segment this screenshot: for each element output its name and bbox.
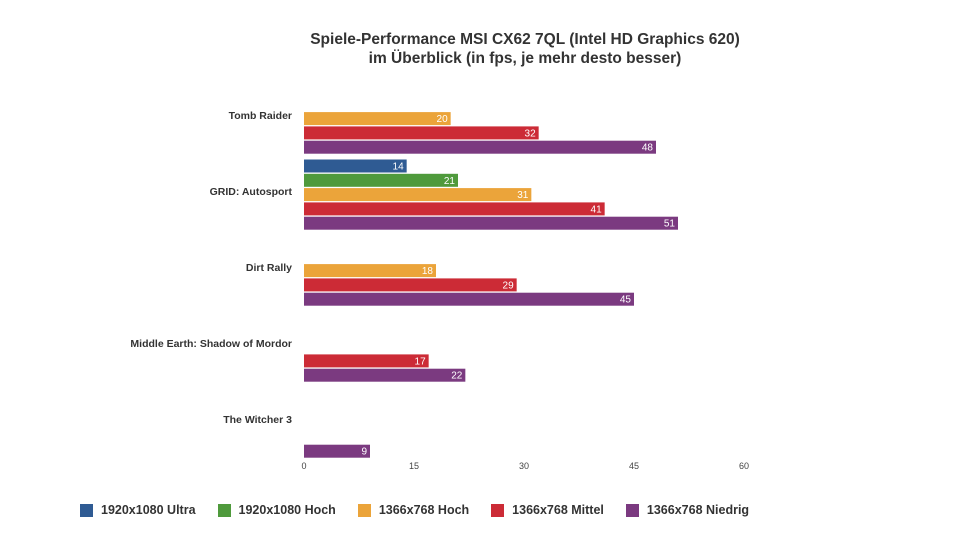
legend-item: 1920x1080 Hoch [217, 503, 336, 517]
category-label: Tomb Raider [229, 110, 292, 122]
bar [304, 368, 466, 382]
chart-subtitle: im Überblick (in fps, je mehr desto bess… [368, 50, 682, 67]
legend-label: 1366x768 Niedrig [646, 503, 750, 517]
bar-value-label: 48 [642, 143, 654, 154]
bar [304, 159, 407, 173]
bar-value-label: 31 [517, 190, 529, 201]
chart-title-line1: Spiele-Performance MSI CX62 7QL (Intel H… [310, 31, 740, 48]
x-tick-label: 45 [629, 461, 639, 471]
chart-title: Spiele-Performance MSI CX62 7QL (Intel H… [0, 30, 960, 68]
category-label: Dirt Rally [246, 262, 292, 274]
bar [304, 126, 539, 140]
legend-label: 1366x768 Hoch [378, 503, 470, 517]
category-label: Middle Earth: Shadow of Mordor [130, 338, 292, 350]
bar [304, 188, 532, 202]
x-tick-label: 30 [519, 461, 529, 471]
bar [304, 112, 451, 126]
bar [304, 444, 370, 458]
bar [304, 292, 634, 306]
bar [304, 216, 678, 230]
legend-item: 1366x768 Hoch [357, 503, 470, 517]
bar-value-label: 20 [437, 114, 449, 125]
bar-value-label: 18 [422, 266, 434, 277]
bar-value-label: 51 [664, 219, 676, 230]
legend-swatch [491, 503, 505, 517]
x-tick-label: 0 [301, 461, 306, 471]
bar [304, 173, 458, 187]
category-label: GRID: Autosport [210, 186, 293, 198]
legend-swatch [625, 503, 639, 517]
legend-swatch [357, 503, 371, 517]
category-label: The Witcher 3 [223, 414, 292, 426]
bar-value-label: 9 [361, 447, 367, 458]
bar-value-label: 32 [525, 128, 537, 139]
bar [304, 278, 517, 292]
x-tick-label: 15 [409, 461, 419, 471]
legend-label: 1920x1080 Hoch [238, 503, 336, 517]
chart-legend: 1920x1080 Ultra 1920x1080 Hoch 1366x768 Ho… [80, 502, 771, 518]
legend-item: 1366x768 Mittel [491, 503, 604, 517]
legend-label: 1366x768 Mittel [512, 503, 604, 517]
bar-value-label: 14 [393, 162, 405, 173]
x-tick-label: 60 [739, 461, 749, 471]
bar-value-label: 29 [503, 280, 515, 291]
legend-swatch [80, 503, 93, 517]
bar-value-label: 22 [451, 371, 463, 382]
bar [304, 264, 436, 278]
bar-chart: Tomb Raider 20 32 48 GRID: Autosport 14 21 31 41… [130, 110, 749, 471]
bar-value-label: 21 [444, 176, 456, 187]
bar [304, 202, 605, 216]
bar-value-label: 17 [415, 356, 427, 367]
legend-item: 1920x1080 Ultra [80, 503, 196, 517]
bar [304, 354, 429, 368]
bar-value-label: 41 [591, 204, 603, 215]
bar-value-label: 45 [620, 295, 632, 306]
bar [304, 140, 656, 154]
legend-item: 1366x768 Niedrig [625, 503, 750, 517]
legend-swatch [217, 503, 231, 517]
legend-label: 1920x1080 Ultra [101, 503, 196, 517]
